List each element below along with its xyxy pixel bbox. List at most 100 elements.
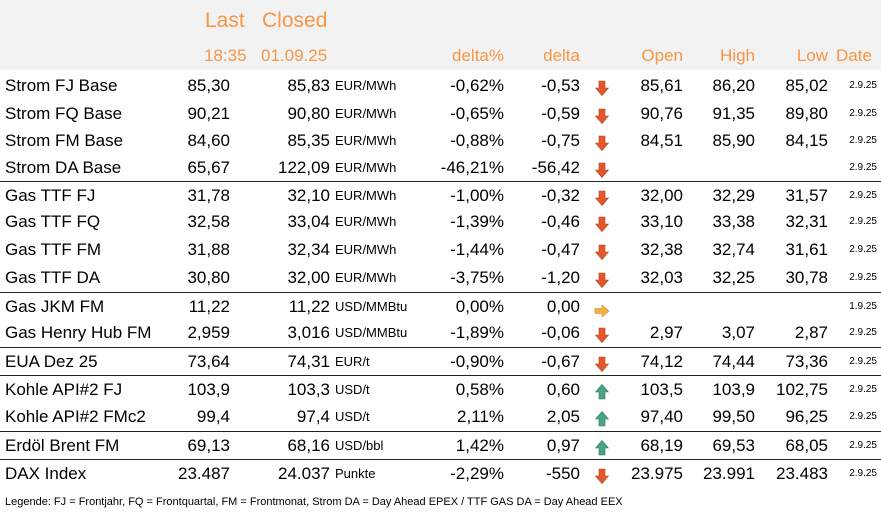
- trend-down-arrow-icon: [594, 160, 610, 178]
- cell-closed: 74,31: [287, 352, 330, 371]
- cell-date: 2.9.25: [849, 135, 877, 146]
- cell-unit: EUR/MWh: [335, 270, 397, 285]
- cell-last: 23.487: [178, 463, 230, 483]
- cell-date: 2.9.25: [849, 107, 877, 119]
- cell-low: 68,05: [785, 436, 828, 455]
- cell-date: 2.9.25: [849, 467, 877, 479]
- cell-delta-pct: -0,65%: [450, 103, 504, 123]
- cell-open: 33,10: [640, 212, 683, 231]
- trend-down-arrow-icon: [594, 354, 610, 372]
- header-closed: Closed: [262, 9, 328, 32]
- trend-flat-arrow-icon: [594, 300, 610, 318]
- cell-low: [750, 154, 828, 182]
- cell-unit: USD/bbl: [335, 438, 384, 453]
- cell-delta-pct: -3,75%: [450, 268, 504, 287]
- cell-closed: 32,34: [287, 240, 330, 259]
- cell-unit: EUR/MWh: [335, 78, 397, 93]
- cell-last: 65,67: [187, 158, 230, 177]
- cell-delta: 0,60: [546, 380, 580, 399]
- cell-date: 2.9.25: [849, 162, 877, 173]
- cell-closed: 103,3: [287, 380, 330, 399]
- trend-down-arrow-icon: [594, 270, 610, 288]
- trend-down-arrow-icon: [594, 466, 610, 484]
- cell-date: 2.9.25: [849, 216, 877, 227]
- cell-closed: 32,10: [287, 185, 330, 205]
- cell-low: 84,15: [785, 131, 828, 150]
- cell-unit: EUR/MWh: [335, 242, 397, 257]
- cell-delta-pct: 1,42%: [455, 436, 504, 455]
- cell-unit: USD/MMBtu: [335, 325, 408, 340]
- cell-date: 2.9.25: [849, 356, 877, 367]
- cell-closed: 68,16: [287, 436, 330, 455]
- cell-delta: -0,59: [541, 103, 580, 123]
- cell-open: 74,12: [640, 352, 683, 371]
- cell-open: 85,61: [640, 76, 683, 95]
- trend-down-arrow-icon: [594, 214, 610, 232]
- table-row: Gas Henry Hub FM 2,959 3,016 USD/MMBtu -1,89…: [0, 319, 881, 347]
- cell-unit: EUR/t: [335, 354, 370, 369]
- cell-date: 2.9.25: [849, 189, 877, 201]
- cell-open: 90,76: [640, 103, 683, 123]
- cell-last: 32,58: [187, 212, 230, 231]
- cell-date: 2.9.25: [849, 244, 877, 255]
- cell-delta: 0,00: [546, 296, 580, 316]
- cell-open: 97,40: [640, 407, 683, 426]
- cell-high: 69,53: [712, 436, 755, 455]
- cell-delta-pct: 0,58%: [455, 380, 504, 399]
- table-row: Kohle API#2 FMc2 99,4 97,4 USD/t 2,11% 2,05 97…: [0, 403, 881, 431]
- cell-high: 99,50: [712, 407, 755, 426]
- cell-delta: -0,67: [541, 352, 580, 371]
- cell-delta: -550: [545, 463, 580, 483]
- header-date: Date: [836, 46, 872, 65]
- cell-low: 102,75: [776, 380, 828, 399]
- cell-open: 32,00: [640, 185, 683, 205]
- cell-delta: -0,47: [541, 240, 580, 259]
- table-row: Gas JKM FM 11,22 11,22 USD/MMBtu 0,00% 0,00 1.…: [0, 291, 881, 321]
- cell-low: 89,80: [785, 103, 828, 123]
- cell-unit: Punkte: [335, 465, 376, 481]
- cell-high: 32,29: [712, 185, 755, 205]
- cell-open: 32,38: [640, 240, 683, 259]
- cell-closed: 24.037: [278, 463, 330, 483]
- cell-name: Strom FQ Base: [5, 103, 123, 123]
- header-high: High: [720, 46, 755, 65]
- cell-low: 2,87: [794, 323, 828, 342]
- table-row: Erdöl Brent FM 69,13 68,16 USD/bbl 1,42% 0,97…: [0, 431, 881, 460]
- cell-name: Gas TTF DA: [5, 268, 101, 287]
- cell-delta: -0,06: [541, 323, 580, 342]
- trend-up-arrow-icon: [594, 382, 610, 400]
- cell-delta-pct: -46,21%: [440, 158, 504, 177]
- cell-name: Kohle API#2 FJ: [5, 380, 123, 399]
- cell-low: 30,78: [785, 268, 828, 287]
- table-row: Strom FM Base 84,60 85,35 EUR/MWh -0,88% -0,7…: [0, 127, 881, 155]
- cell-unit: USD/t: [335, 409, 370, 424]
- cell-date: 2.9.25: [849, 272, 877, 283]
- table-row: Gas TTF DA 30,80 32,00 EUR/MWh -3,75% -1,20 32…: [0, 264, 881, 292]
- cell-closed: 3,016: [287, 323, 330, 342]
- cell-high: 33,38: [712, 212, 755, 231]
- cell-date: 2.9.25: [849, 440, 877, 451]
- cell-delta: -0,53: [541, 76, 580, 95]
- table-header: Last Closed 18:35 01.09.25 delta% delta …: [0, 0, 881, 70]
- cell-last: 69,13: [187, 436, 230, 455]
- cell-low: 96,25: [785, 407, 828, 426]
- cell-last: 85,30: [187, 76, 230, 95]
- cell-unit: EUR/MWh: [335, 214, 397, 229]
- table-row: Strom DA Base 65,67 122,09 EUR/MWh -46,21% -5…: [0, 154, 881, 182]
- cell-high: 85,90: [712, 131, 755, 150]
- cell-name: Strom FJ Base: [5, 76, 118, 95]
- cell-delta: -0,32: [541, 185, 580, 205]
- legend: Legende: FJ = Frontjahr, FQ = Frontquart…: [5, 496, 623, 508]
- cell-date: 2.9.25: [849, 411, 877, 422]
- cell-unit: EUR/MWh: [335, 187, 397, 203]
- cell-high: 32,25: [712, 268, 755, 287]
- trend-down-arrow-icon: [594, 133, 610, 151]
- cell-closed: 122,09: [278, 158, 330, 177]
- cell-delta: -0,75: [541, 131, 580, 150]
- cell-name: Gas Henry Hub FM: [5, 323, 152, 342]
- cell-last: 31,88: [187, 240, 230, 259]
- cell-delta-pct: -2,29%: [450, 463, 504, 483]
- table-row: Strom FJ Base 85,30 85,83 EUR/MWh -0,62% -0,5…: [0, 72, 881, 100]
- cell-delta-pct: -1,89%: [450, 323, 504, 342]
- cell-low: 31,57: [785, 185, 828, 205]
